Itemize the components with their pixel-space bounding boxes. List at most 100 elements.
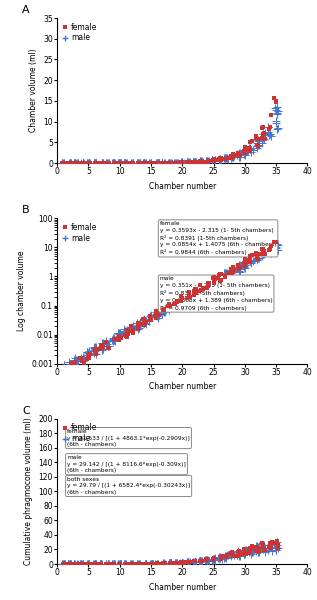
male bbox=[62, 364, 67, 373]
male bbox=[162, 307, 167, 317]
male bbox=[131, 325, 136, 335]
male bbox=[225, 551, 230, 560]
male bbox=[141, 158, 146, 168]
male bbox=[206, 278, 211, 288]
male bbox=[223, 552, 228, 562]
male bbox=[107, 158, 112, 168]
male bbox=[138, 158, 143, 168]
male bbox=[140, 319, 146, 328]
female bbox=[216, 155, 221, 164]
male bbox=[110, 334, 115, 343]
male bbox=[256, 547, 261, 557]
male bbox=[228, 551, 233, 561]
male bbox=[200, 281, 205, 291]
male bbox=[134, 318, 139, 328]
male bbox=[144, 158, 149, 168]
female bbox=[219, 553, 224, 562]
male bbox=[119, 158, 124, 168]
male bbox=[159, 309, 165, 319]
male bbox=[86, 158, 91, 168]
male bbox=[105, 158, 110, 168]
male bbox=[147, 158, 152, 168]
male bbox=[136, 320, 141, 330]
female bbox=[99, 158, 104, 168]
female bbox=[99, 343, 104, 352]
female bbox=[85, 353, 90, 362]
female bbox=[66, 158, 71, 168]
female bbox=[200, 157, 205, 166]
male bbox=[197, 557, 203, 566]
male bbox=[128, 559, 133, 569]
male bbox=[112, 335, 117, 345]
male bbox=[191, 157, 196, 167]
female bbox=[260, 133, 265, 142]
male bbox=[267, 544, 272, 553]
female bbox=[219, 554, 224, 564]
male bbox=[261, 130, 266, 139]
male bbox=[115, 158, 120, 168]
female bbox=[98, 559, 103, 569]
male bbox=[274, 245, 279, 255]
female bbox=[61, 368, 67, 378]
male bbox=[269, 546, 274, 556]
male bbox=[81, 158, 86, 168]
male bbox=[198, 556, 203, 566]
female bbox=[142, 317, 147, 326]
male bbox=[218, 553, 223, 563]
male bbox=[237, 551, 242, 561]
male bbox=[100, 344, 105, 354]
male bbox=[184, 158, 189, 167]
male bbox=[274, 118, 279, 128]
male bbox=[60, 559, 65, 569]
male bbox=[111, 559, 116, 569]
male bbox=[129, 158, 134, 168]
male bbox=[125, 326, 130, 335]
male bbox=[255, 136, 260, 145]
female bbox=[106, 344, 111, 353]
male bbox=[197, 157, 203, 167]
male bbox=[192, 557, 197, 566]
male bbox=[210, 155, 215, 164]
male bbox=[94, 158, 99, 168]
male bbox=[135, 559, 140, 569]
female bbox=[154, 158, 159, 168]
male bbox=[111, 158, 116, 168]
female bbox=[147, 158, 152, 168]
male bbox=[175, 302, 180, 312]
male bbox=[156, 158, 161, 168]
female bbox=[188, 293, 193, 302]
male bbox=[174, 297, 179, 307]
female bbox=[166, 300, 171, 310]
male bbox=[118, 559, 123, 569]
male bbox=[111, 333, 116, 343]
male bbox=[210, 275, 215, 285]
female bbox=[62, 559, 67, 569]
male bbox=[203, 555, 208, 565]
female bbox=[142, 158, 147, 168]
male bbox=[69, 158, 74, 168]
male bbox=[80, 356, 85, 365]
male bbox=[230, 152, 235, 162]
male bbox=[130, 559, 135, 569]
female bbox=[153, 311, 158, 320]
male bbox=[162, 559, 167, 568]
female bbox=[191, 157, 196, 167]
female bbox=[228, 548, 233, 557]
male bbox=[256, 547, 261, 557]
female bbox=[99, 158, 104, 168]
female bbox=[179, 293, 184, 302]
female bbox=[173, 559, 178, 568]
male bbox=[100, 158, 105, 168]
male bbox=[122, 158, 127, 168]
male bbox=[223, 272, 228, 281]
male bbox=[273, 545, 278, 554]
female bbox=[91, 559, 96, 569]
male bbox=[119, 330, 124, 340]
male bbox=[123, 158, 128, 168]
female bbox=[259, 245, 264, 254]
male bbox=[122, 158, 127, 168]
female bbox=[124, 158, 129, 168]
female bbox=[97, 559, 102, 569]
male bbox=[238, 149, 243, 159]
male bbox=[238, 148, 243, 158]
